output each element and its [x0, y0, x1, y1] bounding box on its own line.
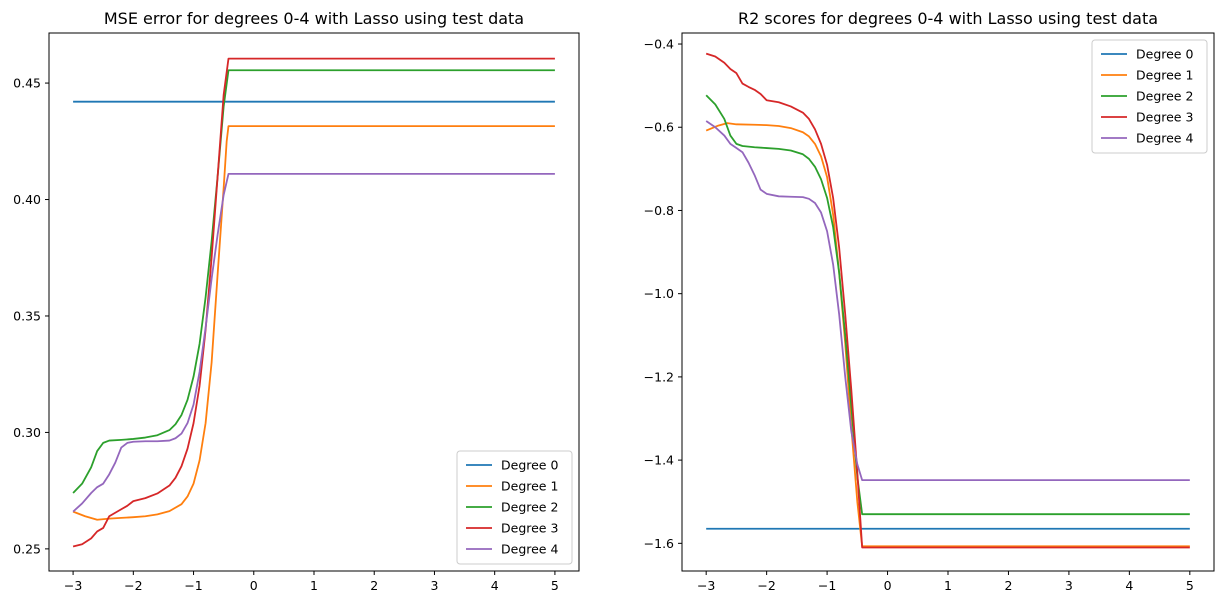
mse-chart-title: MSE error for degrees 0-4 with Lasso usi…	[104, 9, 524, 28]
r2-series-line-degree-3	[705, 52, 1190, 549]
mse-chart-ticks: −3 −2 −1 0 1 2 3 4 5 0.25 0.30 0.35 0.40 0.45	[13, 76, 559, 593]
mse-xtick-label: 5	[551, 578, 559, 593]
r2-chart-legend: Degree 0 Degree 1 Degree 2 Degree 3 Degree 4	[1091, 39, 1208, 154]
r2-ytick-label: −1.0	[644, 286, 674, 301]
mse-series-line-degree-3	[72, 57, 555, 548]
r2-chart-frame	[681, 32, 1215, 572]
mse-legend-box	[456, 450, 573, 565]
mse-xtick-label: 3	[430, 578, 438, 593]
mse-series-line-degree-4	[72, 173, 555, 513]
mse-xtick-label: 4	[491, 578, 499, 593]
mse-legend-label: Degree 2	[501, 500, 558, 515]
mse-xtick-label: −3	[64, 578, 82, 593]
mse-chart-legend: Degree 0 Degree 1 Degree 2 Degree 3 Degree 4	[456, 450, 573, 565]
mse-ytick-label: 0.35	[13, 308, 41, 323]
r2-series-line-degree-4	[705, 120, 1190, 481]
mse-xtick-label: 0	[250, 578, 258, 593]
r2-ytick-label: −1.2	[644, 369, 674, 384]
mse-ytick-label: 0.45	[13, 76, 41, 91]
mse-legend-label: Degree 1	[501, 479, 558, 494]
r2-ytick-label: −1.4	[644, 453, 674, 468]
mse-xtick-label: −2	[124, 578, 142, 593]
r2-xtick-label: −1	[818, 578, 836, 593]
mse-legend-label: Degree 4	[501, 542, 558, 557]
r2-ytick-label: −0.6	[644, 120, 674, 135]
r2-legend-box	[1091, 39, 1208, 154]
r2-series-line-degree-2	[705, 94, 1190, 516]
mse-chart-plot-area	[72, 57, 555, 548]
r2-legend-label: Degree 4	[1136, 131, 1193, 146]
r2-series-line-degree-1	[705, 122, 1190, 548]
mse-xtick-label: −1	[184, 578, 202, 593]
r2-xtick-label: 3	[1065, 578, 1073, 593]
mse-xtick-label: 2	[370, 578, 378, 593]
mse-ytick-label: 0.40	[13, 192, 41, 207]
mse-series-line-degree-2	[72, 69, 555, 494]
r2-ytick-label: −0.4	[644, 37, 674, 52]
r2-xtick-label: −3	[697, 578, 715, 593]
r2-legend-label: Degree 2	[1136, 89, 1193, 104]
r2-xtick-label: 2	[1004, 578, 1012, 593]
r2-xtick-label: 0	[884, 578, 892, 593]
r2-chart-plot-area	[705, 52, 1190, 549]
r2-chart-title: R2 scores for degrees 0-4 with Lasso usi…	[738, 9, 1158, 28]
r2-legend-label: Degree 1	[1136, 68, 1193, 83]
mse-legend-label: Degree 3	[501, 521, 558, 536]
r2-xtick-label: 5	[1186, 578, 1194, 593]
mse-ytick-label: 0.25	[13, 541, 41, 556]
r2-legend-label: Degree 0	[1136, 47, 1193, 62]
r2-ytick-label: −1.6	[644, 536, 674, 551]
mse-xtick-label: 1	[310, 578, 318, 593]
r2-chart: R2 scores for degrees 0-4 with Lasso usi…	[644, 9, 1215, 593]
mse-ytick-label: 0.30	[13, 425, 41, 440]
mse-legend-label: Degree 0	[501, 458, 558, 473]
mse-chart-frame	[48, 32, 580, 572]
r2-xtick-label: −2	[757, 578, 775, 593]
r2-chart-ticks: −3 −2 −1 0 1 2 3 4 5 −1.6 −1.4 −1.2 −1.0 −0.8 −0.6 −0.4	[644, 37, 1194, 593]
r2-xtick-label: 1	[944, 578, 952, 593]
r2-legend-label: Degree 3	[1136, 110, 1193, 125]
mse-chart: MSE error for degrees 0-4 with Lasso usi…	[13, 9, 580, 593]
r2-xtick-label: 4	[1125, 578, 1133, 593]
r2-ytick-label: −0.8	[644, 203, 674, 218]
